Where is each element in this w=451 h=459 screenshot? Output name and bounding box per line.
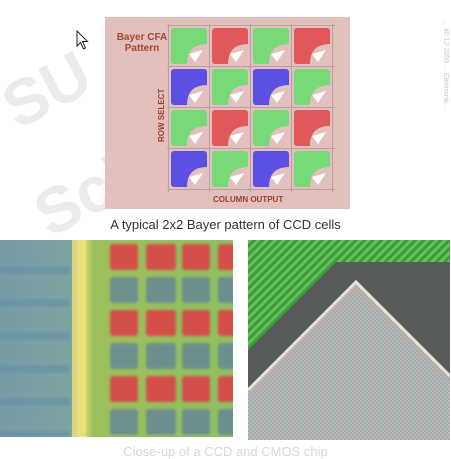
ccd-blue-cell [218, 409, 233, 435]
ccd-blue-cell [182, 409, 210, 435]
watermark-line-1: SU [0, 37, 103, 143]
cmos-micrograph-image [248, 240, 450, 440]
bayer-cell-green-r2c4 [294, 69, 330, 105]
ccd-register-stripe [0, 299, 70, 307]
ccd-register-stripe [0, 365, 70, 373]
bayer-cell-red-r1c4 [294, 28, 330, 64]
bayer-cell-green-r2c2 [212, 69, 248, 105]
ccd-red-cell [218, 244, 233, 270]
ccd-blue-cell [146, 409, 176, 435]
bayer-cell-blue-r2c3 [253, 69, 289, 105]
diagram-title-line-1: Bayer CFA [116, 32, 168, 43]
ccd-micrograph-image [0, 240, 233, 437]
cmos-micrograph [248, 240, 450, 440]
ccd-blue-cell [182, 343, 210, 369]
bayer-cell-green-r4c4 [294, 151, 330, 187]
ccd-red-cell [110, 310, 138, 336]
ccd-red-cell [146, 310, 176, 336]
bayer-cell-blue-r2c1 [171, 69, 207, 105]
ccd-micrograph [0, 240, 233, 437]
ccd-red-cell [182, 310, 210, 336]
ccd-blue-cell [218, 343, 233, 369]
bayer-cell-green-r3c1 [171, 110, 207, 146]
side-note: ... 40 12-2009 ... Elektronik ... [441, 20, 449, 250]
bayer-cfa-diagram: Bayer CFA Pattern ROW SELECT COLUMN OUTP… [105, 17, 350, 209]
diagram-caption: A typical 2x2 Bayer pattern of CCD cells [110, 217, 341, 232]
diagram-title: Bayer CFA Pattern [111, 32, 173, 54]
ccd-red-cell [182, 376, 210, 402]
bayer-cell-green-r3c3 [253, 110, 289, 146]
bayer-cell-red-r1c2 [212, 28, 248, 64]
ccd-register-stripe [0, 431, 70, 437]
bayer-cell-green-r4c2 [212, 151, 248, 187]
bayer-cell-green-r1c1 [171, 28, 207, 64]
bayer-cell-blue-r4c1 [171, 151, 207, 187]
ccd-blue-cell [110, 343, 138, 369]
ccd-blue-cell [110, 409, 138, 435]
ccd-red-cell [110, 376, 138, 402]
ccd-red-cell [218, 376, 233, 402]
ccd-red-cell [110, 244, 138, 270]
bayer-cell-red-r3c4 [294, 110, 330, 146]
bayer-cell-green-r1c3 [253, 28, 289, 64]
row-select-label: ROW SELECT [157, 88, 166, 142]
side-note-text: ... 40 12-2009 ... Elektronik ... [442, 20, 449, 112]
mouse-pointer-icon [76, 30, 89, 50]
ccd-blue-cell [146, 277, 176, 303]
column-output-label: COLUMN OUTPUT [213, 195, 284, 204]
ccd-blue-cell [110, 277, 138, 303]
ccd-red-cell [146, 376, 176, 402]
ccd-blue-cell [182, 277, 210, 303]
ccd-blue-cell [146, 343, 176, 369]
ccd-register-stripe [0, 266, 70, 274]
ccd-red-cell [146, 244, 176, 270]
ccd-register-stripe [0, 332, 70, 340]
bayer-cell-blue-r4c3 [253, 151, 289, 187]
ccd-blue-cell [218, 277, 233, 303]
bayer-cell-red-r3c2 [212, 110, 248, 146]
diagram-title-line-2: Pattern [124, 43, 160, 54]
ccd-red-cell [218, 310, 233, 336]
photos-caption: Close-up of a CCD and CMOS chip [123, 444, 328, 459]
grid-lines [167, 24, 335, 192]
ccd-red-cell [182, 244, 210, 270]
ccd-register-stripe [0, 398, 70, 406]
bayer-cell-grid [167, 24, 335, 192]
